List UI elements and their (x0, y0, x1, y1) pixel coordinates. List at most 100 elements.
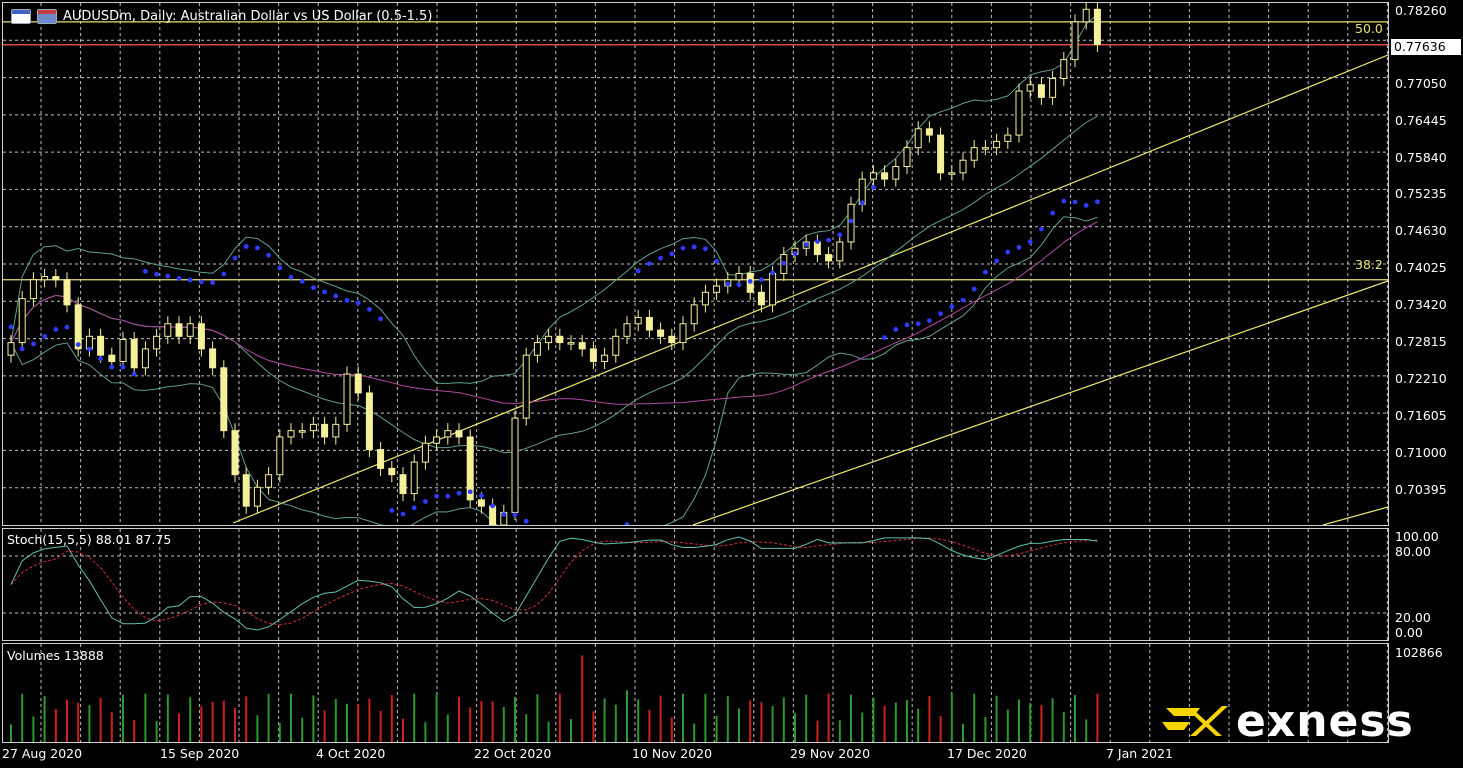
parabolic-sar-dot (131, 371, 137, 377)
parabolic-sar-dot (1039, 226, 1044, 232)
stochastic-signal-line (10, 537, 1098, 626)
candle-body (444, 430, 452, 438)
price-tick: 0.75840 (1395, 150, 1447, 165)
parabolic-sar-dot (501, 512, 507, 517)
parabolic-sar-dot (1083, 203, 1089, 208)
stochastic-canvas[interactable] (3, 529, 1388, 640)
volumes-label: Volumes 13888 (7, 648, 104, 663)
parabolic-sar-dot (703, 246, 708, 252)
candle-body (354, 373, 362, 394)
price-tick: 0.73420 (1395, 297, 1447, 312)
candle-body (1026, 84, 1034, 92)
parabolic-sar-dot (1005, 249, 1011, 255)
candle-body (836, 241, 844, 262)
parabolic-sar-dot (882, 335, 887, 341)
parabolic-sar-dot (311, 285, 316, 291)
candle-body (522, 354, 530, 419)
exness-logo-mark (1162, 706, 1228, 736)
candle-body (567, 342, 575, 345)
volumes-pane[interactable]: Volumes 13888 (2, 643, 1389, 743)
chart-window-icon (11, 9, 31, 24)
parabolic-sar-dot (187, 277, 193, 283)
date-tick: 22 Oct 2020 (474, 746, 552, 761)
candle-body (130, 338, 138, 369)
stochastic-main-line (10, 536, 1098, 631)
parabolic-sar-dot (770, 270, 775, 276)
parabolic-sar-dot (75, 342, 81, 347)
chart-settings-icon (37, 9, 57, 24)
candle-body (52, 276, 60, 281)
parabolic-sar-dot (815, 239, 820, 244)
price-tick: 0.76445 (1395, 113, 1447, 128)
candle-body (209, 348, 217, 369)
parabolic-sar-dot (871, 184, 876, 190)
parabolic-sar-dot (400, 511, 406, 517)
parabolic-sar-dot (1027, 239, 1033, 245)
parabolic-sar-dot (826, 237, 831, 243)
candle-body (981, 147, 989, 150)
candle-body (769, 272, 777, 306)
parabolic-sar-dot (848, 218, 854, 224)
parabolic-sar-dot (367, 307, 372, 312)
price-tick: 0.72815 (1395, 334, 1447, 349)
candle-body (690, 304, 698, 325)
candle-body (455, 430, 463, 438)
parabolic-sar-dot (893, 327, 899, 332)
candle-body (220, 367, 228, 432)
candle-body (153, 335, 161, 350)
parabolic-sar-dot (467, 489, 473, 495)
exness-logo-text: exness (1236, 696, 1414, 747)
stochastic-pane[interactable]: Stoch(15,5,5) 88.01 87.75 (2, 528, 1389, 641)
parabolic-sar-dot (927, 318, 932, 323)
candle-body (287, 430, 295, 438)
parabolic-sar-dot (490, 503, 495, 509)
parabolic-sar-dot (915, 321, 921, 327)
volumes-canvas[interactable] (3, 644, 1388, 742)
price-tick: 0.77050 (1395, 76, 1447, 91)
parabolic-sar-dot (411, 505, 417, 511)
date-tick: 10 Nov 2020 (632, 746, 713, 761)
candle-body (623, 323, 631, 337)
candle-body (701, 291, 709, 306)
parabolic-sar-dot (658, 255, 663, 261)
candle-body (645, 316, 653, 331)
bollinger-middle-band (10, 115, 1098, 454)
parabolic-sar-dot (344, 298, 350, 303)
parabolic-sar-dot (143, 269, 148, 274)
candle-body (668, 335, 676, 344)
parabolic-sar-dot (255, 245, 260, 251)
candle-body (1004, 134, 1012, 142)
parabolic-sar-dot (680, 245, 686, 251)
bollinger-upper-band (10, 14, 1098, 384)
candle-body (1093, 8, 1101, 46)
candle-body (489, 505, 497, 525)
candle-body (433, 436, 441, 444)
candle-body (18, 298, 26, 344)
candle-body (601, 354, 609, 362)
parabolic-sar-dot (1095, 199, 1100, 205)
price-tick: 0.74025 (1395, 260, 1447, 275)
parabolic-sar-dot (971, 286, 977, 292)
parabolic-sar-dot (837, 232, 843, 238)
candle-body (63, 279, 71, 306)
parabolic-sar-dot (154, 271, 160, 277)
parabolic-sar-dot (714, 258, 719, 264)
candle-body (119, 338, 127, 362)
candle-body (914, 128, 922, 149)
candle-body (332, 423, 340, 438)
parabolic-sar-dot (232, 255, 238, 261)
price-chart-canvas[interactable] (3, 3, 1388, 525)
parabolic-sar-dot (1072, 199, 1078, 205)
parabolic-sar-dot (31, 341, 36, 347)
candle-body (186, 323, 194, 337)
candle-body (309, 423, 317, 432)
candle-body (242, 474, 250, 507)
price-chart-pane[interactable]: AUDUSDm, Daily: Australian Dollar vs US … (2, 2, 1389, 526)
bollinger-lower-band (10, 216, 1098, 525)
date-tick: 15 Sep 2020 (160, 746, 240, 761)
parabolic-sar-dot (1016, 244, 1022, 250)
parabolic-sar-dot (120, 364, 126, 370)
candle-body (197, 323, 205, 350)
parabolic-sar-dot (199, 279, 204, 285)
parabolic-sar-dot (299, 278, 305, 284)
